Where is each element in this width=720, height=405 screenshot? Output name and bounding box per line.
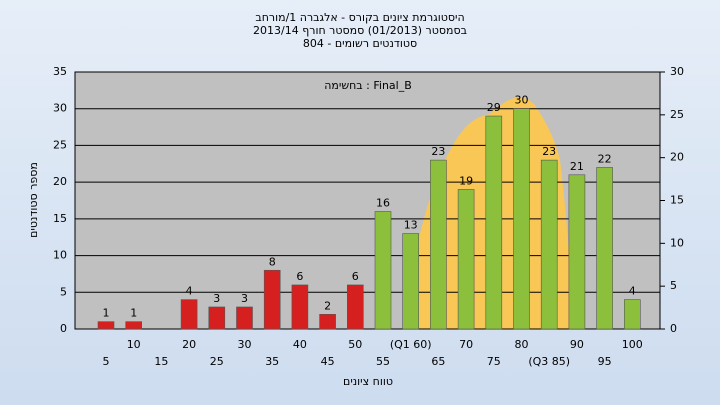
bar	[291, 284, 309, 330]
bar	[430, 159, 447, 330]
bar	[374, 211, 392, 330]
x-tick-label: 30	[238, 338, 252, 351]
x-tick-label: 5	[103, 355, 110, 368]
y2-tick-label: 25	[670, 108, 684, 121]
x-tick-label: 70	[459, 338, 473, 351]
x-tick-label: 55	[376, 355, 390, 368]
bar	[346, 284, 364, 330]
y2-tick-label: 20	[670, 151, 684, 164]
x-tick-label: (Q3 85)	[528, 355, 570, 368]
x-tick-label: (Q1 60)	[390, 338, 432, 351]
y-tick-label: 35	[53, 65, 67, 78]
bar	[596, 167, 613, 330]
bar	[513, 108, 530, 330]
value-label: 23	[542, 145, 556, 158]
x-tick-label: 80	[515, 338, 529, 351]
value-label: 29	[487, 101, 501, 114]
x-tick-label: 10	[127, 338, 141, 351]
y2-tick-label: 5	[670, 279, 677, 292]
y2-tick-label: 15	[670, 194, 684, 207]
y-tick-label: 10	[53, 249, 67, 262]
x-tick-label: 65	[431, 355, 445, 368]
bar	[540, 159, 558, 330]
x-tick-label: 50	[348, 338, 362, 351]
x-tick-label: 15	[154, 355, 168, 368]
bar	[125, 321, 142, 330]
y-tick-label: 30	[53, 102, 67, 115]
y-tick-label: 20	[53, 175, 67, 188]
annotation: בחשימה : Final_B	[324, 79, 412, 92]
x-tick-label: 45	[321, 355, 335, 368]
value-label: 22	[598, 152, 612, 165]
x-tick-label: 20	[182, 338, 196, 351]
value-label: 19	[459, 174, 473, 187]
bar	[623, 299, 641, 330]
y2-tick-label: 30	[670, 65, 684, 78]
x-tick-label: 95	[598, 355, 612, 368]
bar	[236, 306, 253, 330]
x-tick-label: 25	[210, 355, 224, 368]
x-tick-label: 90	[570, 338, 584, 351]
title-line: היסטוגרמת ציונים בקורס - אלגברה 1/מורחב	[255, 11, 464, 24]
y-tick-label: 25	[53, 138, 67, 151]
y-tick-label: 15	[53, 212, 67, 225]
bar	[97, 321, 115, 330]
value-label: 8	[269, 255, 276, 268]
value-label: 6	[296, 270, 303, 283]
value-label: 6	[352, 270, 359, 283]
y-tick-label: 0	[60, 322, 67, 335]
value-label: 1	[103, 307, 110, 320]
x-tick-label: 75	[487, 355, 501, 368]
y-axis-label: מספר סטודנטים	[27, 162, 40, 238]
bar	[568, 174, 586, 330]
bar	[319, 314, 336, 330]
value-label: 4	[186, 285, 193, 298]
title-line: סטודנטים רשומים - 804	[303, 37, 417, 50]
bar	[457, 189, 475, 330]
value-label: 4	[629, 285, 636, 298]
bar	[208, 306, 226, 330]
y-tick-label: 5	[60, 285, 67, 298]
y2-tick-label: 0	[670, 322, 677, 335]
y2-tick-label: 10	[670, 236, 684, 249]
value-label: 1	[130, 307, 137, 320]
value-label: 21	[570, 160, 584, 173]
bar	[180, 299, 198, 330]
title-line: בסמסטר (01/2013) סמסטר חורף 2013/14	[253, 24, 467, 37]
value-label: 30	[515, 94, 529, 107]
value-label: 16	[376, 197, 390, 210]
bar	[263, 269, 281, 330]
value-label: 3	[241, 292, 248, 305]
value-label: 3	[213, 292, 220, 305]
bar	[402, 233, 420, 330]
bar	[485, 115, 503, 330]
x-tick-label: 35	[265, 355, 279, 368]
value-label: 13	[404, 219, 418, 232]
x-tick-label: 40	[293, 338, 307, 351]
x-tick-label: 100	[622, 338, 643, 351]
value-label: 23	[431, 145, 445, 158]
value-label: 2	[324, 299, 331, 312]
x-axis-label: טווח ציונים	[343, 375, 393, 388]
